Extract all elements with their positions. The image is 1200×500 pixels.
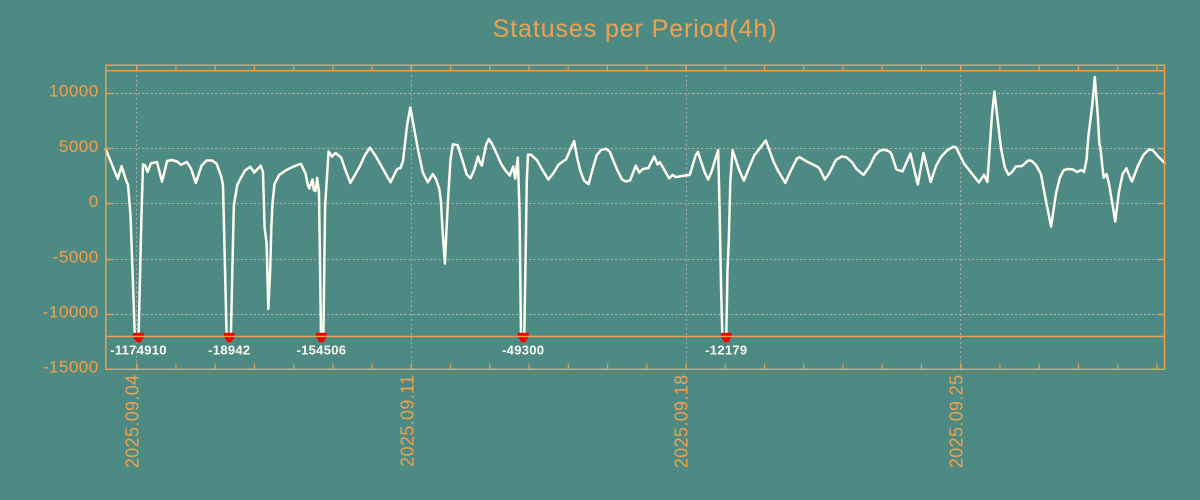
svg-text:2025.09.25: 2025.09.25 <box>947 375 967 469</box>
svg-text:-5000: -5000 <box>53 247 99 266</box>
svg-text:5000: 5000 <box>59 137 99 156</box>
svg-text:-49300: -49300 <box>502 342 544 357</box>
svg-text:-1174910: -1174910 <box>110 342 167 357</box>
svg-text:2025.09.11: 2025.09.11 <box>397 375 417 467</box>
svg-text:2025.09.04: 2025.09.04 <box>123 375 143 469</box>
svg-text:-10000: -10000 <box>43 303 99 322</box>
svg-text:0: 0 <box>89 192 99 211</box>
svg-text:-18942: -18942 <box>208 342 250 357</box>
svg-text:-154506: -154506 <box>296 342 346 357</box>
svg-text:2025.09.18: 2025.09.18 <box>672 375 692 469</box>
svg-text:-12179: -12179 <box>705 342 747 357</box>
svg-text:-15000: -15000 <box>43 358 99 377</box>
svg-text:10000: 10000 <box>49 82 99 101</box>
